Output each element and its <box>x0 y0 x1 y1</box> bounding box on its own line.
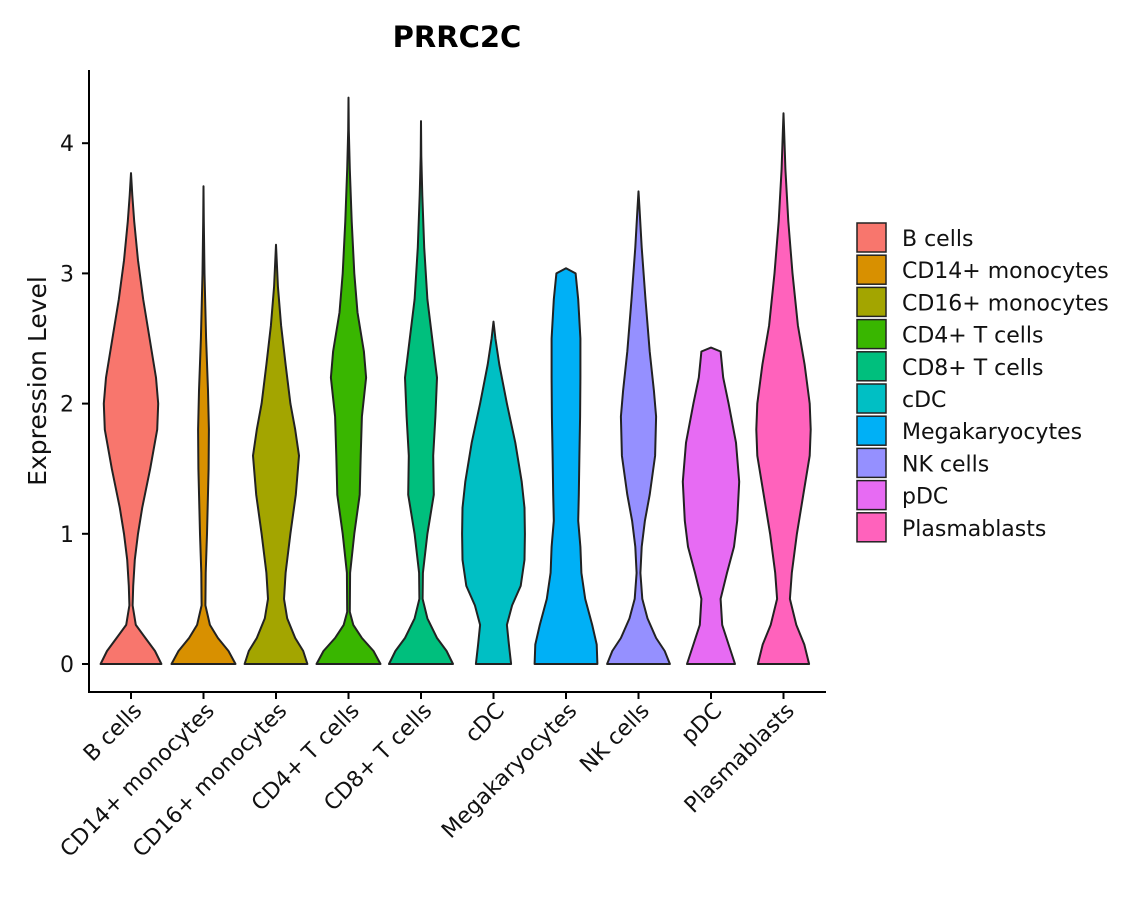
violin-cdc <box>461 320 526 665</box>
violin-b-cells <box>99 172 163 665</box>
violin-cd14-monocytes <box>170 185 237 665</box>
y-tick-label-4: 4 <box>60 132 74 157</box>
legend-swatch-cdc <box>856 383 887 414</box>
legend-label-cd14-monocytes: CD14+ monocytes <box>902 259 1109 284</box>
legend-label-cd16-monocytes: CD16+ monocytes <box>902 291 1109 316</box>
violin-cd4-t-cells <box>315 96 382 665</box>
legend-swatch-plasmablasts <box>856 512 887 543</box>
violin-pdc <box>681 346 741 665</box>
x-tick-label-b-cells: B cells <box>79 699 147 767</box>
legend-swatch-cd4-t-cells <box>856 318 887 350</box>
legend-swatch-megakaryocytes <box>856 415 887 446</box>
violin-cd8-t-cells <box>388 120 454 665</box>
legend: B cells CD14+ monocytes CD16+ monocytes CD4… <box>856 222 1109 543</box>
violin-nk-cells <box>606 190 671 665</box>
violin-megakaryocytes <box>533 267 599 665</box>
legend-label-plasmablasts: Plasmablasts <box>902 517 1046 542</box>
violin-cd16-monocytes <box>243 243 309 665</box>
legend-label-megakaryocytes: Megakaryocytes <box>902 420 1082 445</box>
y-tick-label-0: 0 <box>60 653 74 678</box>
legend-swatch-pdc <box>856 479 887 511</box>
x-tick-label-cdc: cDC <box>461 699 510 748</box>
legend-label-cd4-t-cells: CD4+ T cells <box>902 324 1043 349</box>
y-tick-label-3: 3 <box>60 262 74 287</box>
legend-swatch-cd16-monocytes <box>856 286 887 318</box>
legend-swatch-cd14-monocytes <box>856 254 887 285</box>
legend-label-cdc: cDC <box>902 388 946 413</box>
legend-label-pdc: pDC <box>902 485 948 510</box>
plot-area <box>99 96 812 665</box>
x-tick-label-pdc: pDC <box>677 699 727 749</box>
legend-swatch-b-cells <box>856 222 887 253</box>
x-tick-label-nk-cells: NK cells <box>575 699 654 778</box>
chart-title: PRRC2C <box>393 20 522 54</box>
y-axis: 0 1 2 3 4 <box>60 132 89 678</box>
legend-swatch-cd8-t-cells <box>856 351 887 382</box>
y-tick-label-2: 2 <box>60 393 74 418</box>
legend-label-nk-cells: NK cells <box>902 452 989 477</box>
y-tick-label-1: 1 <box>60 523 74 548</box>
violin-plasmablasts <box>755 112 812 665</box>
x-tick-label-megakaryocytes: Megakaryocytes <box>437 699 582 844</box>
legend-swatch-nk-cells <box>856 447 887 479</box>
legend-label-b-cells: B cells <box>902 227 973 252</box>
legend-label-cd8-t-cells: CD8+ T cells <box>902 356 1043 381</box>
y-axis-title: Expression Level <box>23 276 52 486</box>
